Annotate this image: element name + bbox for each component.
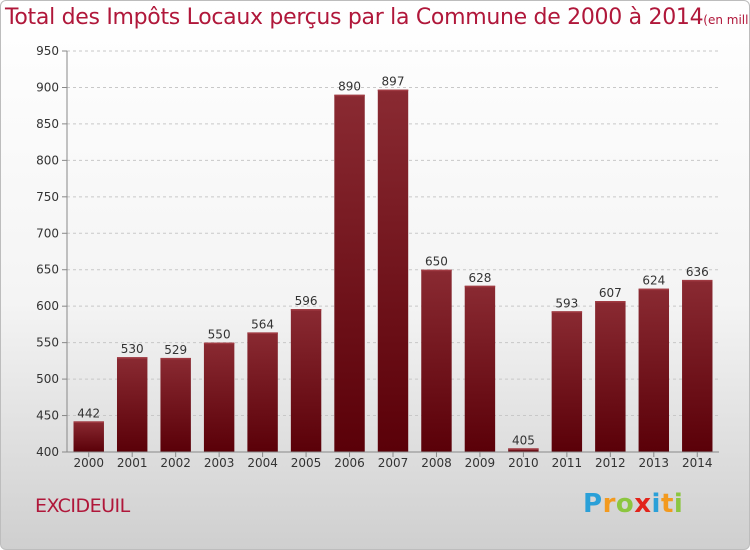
logo-letter: t (660, 489, 674, 519)
bar (290, 309, 322, 452)
data-label: 890 (338, 80, 361, 94)
bar-top-edge (421, 269, 452, 272)
y-tick-label: 450 (36, 409, 59, 423)
bar (334, 94, 365, 452)
bar (247, 332, 278, 452)
chart-title: Total des Impôts Locaux perçus par la Co… (5, 5, 749, 30)
title-text: Total des Impôts Locaux perçus par la Co… (5, 5, 704, 30)
x-tick-label: 2003 (204, 456, 235, 470)
x-tick-label: 2002 (160, 456, 191, 470)
y-tick-label: 650 (36, 263, 59, 277)
data-label: 529 (164, 343, 187, 357)
y-tick-label: 400 (36, 445, 59, 459)
x-tick-label: 2004 (247, 456, 278, 470)
bar-top-edge (203, 342, 235, 345)
logo-letter: x (634, 489, 652, 519)
bar (160, 357, 191, 452)
x-tick-label: 2010 (508, 456, 539, 470)
unit-text: (en milliers d'€) (703, 13, 749, 27)
x-tick-label: 2007 (378, 456, 409, 470)
bar-top-edge (464, 285, 496, 288)
data-label: 405 (512, 433, 535, 447)
y-tick-label: 600 (36, 299, 59, 313)
data-label: 442 (77, 406, 100, 420)
bar-top-edge (334, 94, 365, 97)
data-label: 628 (468, 271, 491, 285)
y-tick-label: 700 (36, 226, 59, 240)
bar-top-edge (377, 89, 409, 92)
data-labels: 442 530 529 550 564 596 890 897 650 628 405 593 607 6… (77, 75, 708, 448)
x-tick-label: 2013 (639, 456, 670, 470)
axes: 400 450 500 550 600 650 700 750 800 850 900 950 2000… (36, 44, 719, 470)
logo-letter: o (615, 489, 635, 519)
bar-top-edge (638, 288, 670, 291)
data-label: 607 (599, 286, 622, 300)
y-tick-label: 550 (36, 336, 59, 350)
y-tick-label: 800 (36, 153, 59, 167)
bar-top-edge (595, 301, 626, 303)
bar (203, 342, 235, 452)
x-tick-label: 2009 (465, 456, 496, 470)
data-label: 564 (251, 317, 274, 331)
x-tick-label: 2000 (73, 456, 104, 470)
bar-top-edge (682, 279, 713, 282)
y-tick-label: 950 (36, 44, 59, 58)
data-label: 593 (555, 296, 578, 310)
bar (551, 311, 583, 452)
bar-top-edge (73, 421, 104, 423)
data-label: 624 (642, 274, 665, 288)
data-label: 550 (208, 328, 231, 342)
x-tick-label: 2011 (552, 456, 583, 470)
x-tick-label: 2012 (595, 456, 626, 470)
bar-top-edge (290, 309, 322, 311)
logo-letter: r (602, 489, 616, 519)
bar (464, 285, 496, 452)
logo-letter: P (583, 489, 603, 519)
bar (595, 301, 626, 452)
data-label: 897 (382, 75, 405, 89)
bars (73, 89, 713, 452)
proxiti-logo[interactable]: Proxiti (583, 489, 683, 519)
bar-top-edge (551, 311, 583, 313)
commune-name: EXCIDEUIL (35, 495, 130, 517)
bar (377, 89, 409, 452)
bar-top-edge (116, 357, 148, 359)
y-tick-label: 500 (36, 372, 59, 386)
bar (508, 448, 539, 452)
x-tick-label: 2006 (334, 456, 365, 470)
logo-letter: i (651, 489, 661, 519)
data-label: 650 (425, 255, 448, 269)
y-tick-label: 900 (36, 80, 59, 94)
bar (73, 421, 104, 452)
x-tick-label: 2008 (421, 456, 452, 470)
x-tick-label: 2005 (291, 456, 322, 470)
bar-top-edge (508, 448, 539, 450)
y-tick-label: 750 (36, 190, 59, 204)
data-label: 530 (121, 342, 144, 356)
data-label: 636 (686, 265, 709, 279)
bar-top-edge (160, 357, 191, 360)
data-label: 596 (295, 294, 318, 308)
bar (116, 357, 148, 452)
bar-top-edge (247, 332, 278, 334)
y-tick-label: 850 (36, 117, 59, 131)
x-tick-label: 2014 (682, 456, 713, 470)
logo-letter: i (673, 489, 684, 519)
bar (638, 288, 670, 452)
x-tick-label: 2001 (117, 456, 148, 470)
bar (682, 279, 713, 452)
bar (421, 269, 452, 452)
